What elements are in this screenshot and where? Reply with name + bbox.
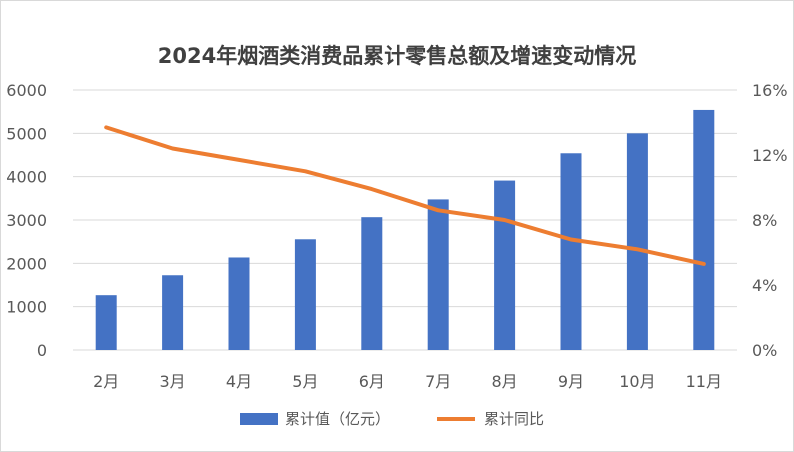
y-right-tick-label: 16%: [752, 81, 788, 100]
legend-label-bars: 累计值（亿元）: [285, 410, 390, 428]
legend-swatch-bars: [240, 413, 278, 425]
bar: [162, 275, 184, 350]
bar: [693, 109, 715, 350]
y-left-tick-label: 5000: [6, 124, 47, 143]
x-tick-label: 2月: [93, 372, 119, 391]
y-left-tick-label: 3000: [6, 211, 47, 230]
legend-label-line: 累计同比: [484, 410, 544, 428]
y-left-tick-label: 6000: [6, 81, 47, 100]
chart-title: 2024年烟酒类消费品累计零售总额及增速变动情况: [157, 44, 637, 68]
y-right-tick-label: 0%: [752, 341, 777, 360]
bar: [95, 295, 117, 350]
series-line: [104, 125, 706, 266]
x-tick-label: 6月: [359, 372, 385, 391]
x-tick-label: 10月: [619, 372, 655, 391]
y-right-tick-label: 4%: [752, 276, 777, 295]
y-right-tick-label: 12%: [752, 146, 788, 165]
y-left-tick-label: 2000: [6, 254, 47, 273]
bar: [361, 217, 383, 350]
bar: [560, 153, 582, 350]
x-tick-label: 11月: [686, 372, 722, 391]
x-tick-label: 8月: [492, 372, 518, 391]
bar: [228, 257, 250, 350]
y-right-tick-label: 8%: [752, 211, 777, 230]
bar: [427, 199, 449, 350]
x-tick-label: 9月: [558, 372, 584, 391]
y-left-tick-label: 1000: [6, 298, 47, 317]
y-left-tick-label: 4000: [6, 168, 47, 187]
y-left-tick-label: 0: [37, 341, 47, 360]
x-tick-label: 5月: [292, 372, 318, 391]
bar: [626, 133, 648, 350]
x-tick-label: 4月: [226, 372, 252, 391]
x-tick-label: 3月: [160, 372, 186, 391]
x-tick-label: 7月: [425, 372, 451, 391]
bar: [294, 239, 316, 350]
bar: [494, 180, 516, 350]
